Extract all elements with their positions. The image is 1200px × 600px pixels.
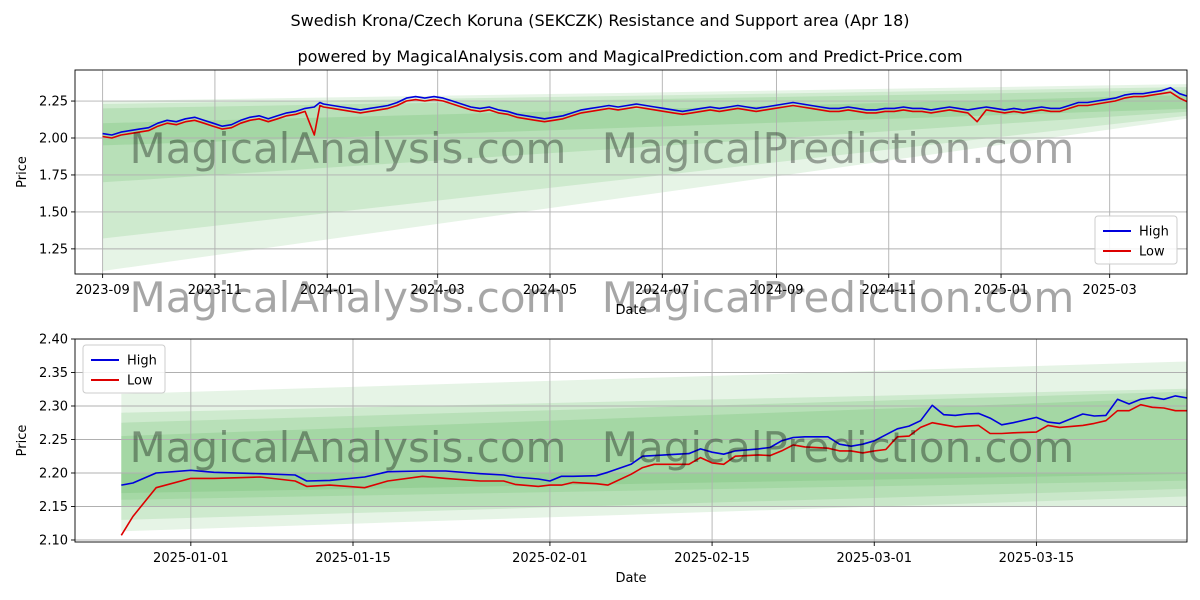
chart-1-plot-area <box>75 70 1187 274</box>
chart-1-legend-high-label: High <box>1139 225 1169 240</box>
chart-2-band-1 <box>121 361 1187 532</box>
chart-2-plot-contents <box>75 339 1187 542</box>
chart-2-y-tick-label-2: 2.15 <box>39 500 68 515</box>
chart-2-x-tick-label-1: 2025-01-01 <box>153 551 229 566</box>
chart-1-x-tick-label-2: 2023-11 <box>188 283 242 298</box>
watermark-prediction-bottom: MagicalPrediction.com <box>602 423 1075 472</box>
chart-2-y-tick-label-7: 2.40 <box>39 333 68 348</box>
watermark-prediction-top: MagicalPrediction.com <box>602 124 1075 173</box>
chart-1-x-tick-label-10: 2025-03 <box>1083 283 1137 298</box>
chart-1-x-tick-label-6: 2024-07 <box>635 283 689 298</box>
chart-2-x-tick-label-2: 2025-01-15 <box>315 551 391 566</box>
chart-1-y-tick-label-2: 1.50 <box>39 205 68 220</box>
chart-2-legend-high-label: High <box>127 354 157 369</box>
chart-1-plot-contents <box>75 70 1187 274</box>
watermark-analysis-bottom: MagicalAnalysis.com <box>130 423 567 472</box>
chart-title: Swedish Krona/Czech Koruna (SEKCZK) Resi… <box>290 11 909 30</box>
chart-1-legend-low-label: Low <box>1139 245 1165 260</box>
chart-1-y-tick-label-3: 1.75 <box>39 168 68 183</box>
chart-1-x-axis-label: Date <box>615 303 646 318</box>
chart-1-x-tick-label-8: 2024-11 <box>862 283 916 298</box>
chart-1-legend: High Low <box>1094 215 1178 265</box>
chart-1-x-tick-label-9: 2025-01 <box>974 283 1028 298</box>
chart-2-x-tick-label-5: 2025-03-01 <box>836 551 912 566</box>
chart-1-x-tick-label-3: 2024-01 <box>300 283 354 298</box>
chart-2-y-tick-label-1: 2.10 <box>39 533 68 548</box>
chart-2-y-axis-label: Price <box>15 425 30 457</box>
chart-2-y-tick-label-6: 2.35 <box>39 366 68 381</box>
chart-subtitle: powered by MagicalAnalysis.com and Magic… <box>297 47 962 66</box>
chart-2-legend: High Low <box>82 344 166 394</box>
chart-1-y-tick-label-5: 2.25 <box>39 95 68 110</box>
chart-2-band-4 <box>121 397 1187 494</box>
chart-2-legend-box <box>82 344 166 394</box>
chart-2-band-5 <box>121 473 1187 507</box>
chart-1-x-tick-label-7: 2024-09 <box>749 283 803 298</box>
chart-2-x-tick-label-3: 2025-02-01 <box>512 551 588 566</box>
chart-2-x-tick-label-6: 2025-03-15 <box>999 551 1075 566</box>
watermark-prediction-mid: MagicalPrediction.com <box>602 273 1075 322</box>
chart-1-series-high-line <box>102 86 1187 136</box>
chart-1-band-3 <box>102 90 1187 183</box>
chart-1-legend-box <box>1094 215 1178 265</box>
chart-2-y-tick-label-5: 2.30 <box>39 399 68 414</box>
watermark-group: MagicalAnalysis.com MagicalPrediction.co… <box>130 124 1075 472</box>
chart-2-frame <box>74 338 1188 543</box>
chart-2-y-tick-label-3: 2.20 <box>39 466 68 481</box>
upper-chart-panel: 2023-09 2023-11 2024-01 2024-03 2024-05 2024-… <box>15 69 1188 318</box>
chart-1-band-1 <box>102 84 1187 271</box>
chart-2-series-high-line <box>121 395 1187 486</box>
chart-1-y-tick-label-4: 2.00 <box>39 132 68 147</box>
chart-2-x-axis-label: Date <box>615 571 646 586</box>
chart-1-y-tick-label-1: 1.25 <box>39 242 68 257</box>
chart-2-series-low-line <box>120 403 1187 536</box>
chart-1-frame <box>74 69 1188 275</box>
chart-1-series-low-line <box>102 91 1187 139</box>
watermark-analysis-mid: MagicalAnalysis.com <box>130 273 567 322</box>
chart-1-y-axis-label: Price <box>15 156 30 188</box>
chart-2-x-tick-label-4: 2025-02-15 <box>674 551 750 566</box>
watermark-analysis-top: MagicalAnalysis.com <box>130 124 567 173</box>
chart-1-band-2 <box>102 87 1187 239</box>
chart-2-legend-low-label: Low <box>127 374 153 389</box>
chart-1-x-tick-label-5: 2024-05 <box>523 283 577 298</box>
chart-2-y-tick-label-4: 2.25 <box>39 433 68 448</box>
chart-1-x-tick-label-4: 2024-03 <box>411 283 465 298</box>
chart-1-x-tick-label-1: 2023-09 <box>75 283 129 298</box>
lower-chart-panel: 2025-01-01 2025-01-15 2025-02-01 2025-02-15… <box>15 333 1188 586</box>
